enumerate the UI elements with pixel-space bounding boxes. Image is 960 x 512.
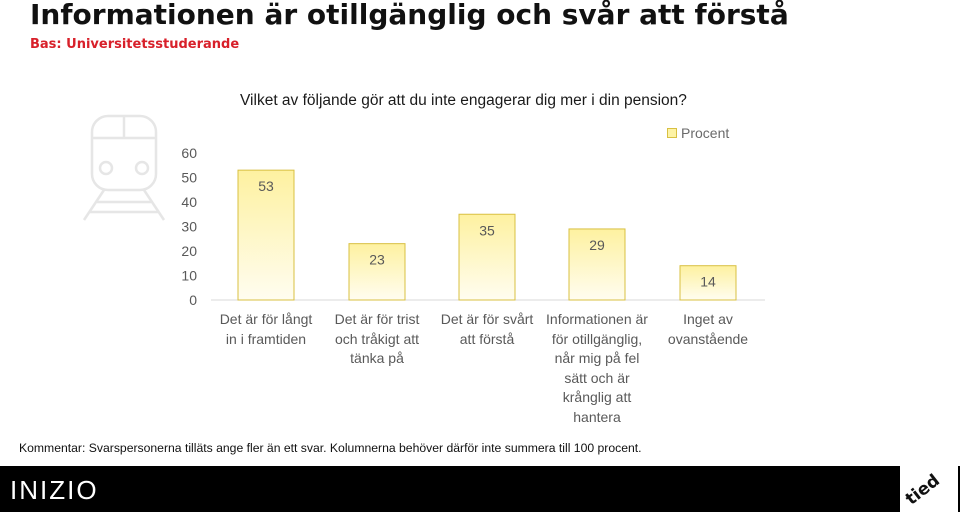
legend-label: Procent [681,125,730,141]
page-title: Informationen är otillgänglig och svår a… [30,0,789,31]
legend-swatch [667,128,677,138]
bar [348,243,406,301]
x-category-label: Inget av ovanstående [648,310,768,349]
footer-bar: INIZIO tied [0,466,960,512]
x-category-label-line: ovanstående [667,330,749,347]
x-category-label-line: Informationen är [546,311,648,327]
footnote-comment: Kommentar: Svarspersonerna tilläts ange … [19,441,642,455]
bar [568,228,626,301]
tied-logo-text: tied [901,470,944,510]
bar-value-label: 53 [258,178,274,194]
page-subtitle: Bas: Universitetsstuderande [30,37,240,52]
x-category-label: Det är för långt in i framtiden [206,310,326,349]
x-category-label-line: att förstå [459,330,515,347]
x-category-label-line: in i framtiden [225,330,307,347]
x-category-label-line: Det är för svårt [440,311,534,327]
bar [237,169,295,301]
y-tick-label: 60 [181,145,197,161]
bar [458,213,516,301]
bar-value-label: 35 [479,222,495,238]
x-category-label-line: når mig på fel [554,350,640,366]
inizio-logo: INIZIO [10,475,99,505]
x-category-label-line: sätt och är [564,369,630,386]
x-category-label-line: krånglig att [562,389,632,405]
x-category-label: Det är för trist och tråkigt att tänka på [317,310,437,369]
x-category-label-line: för otillgänglig, [551,330,643,347]
chart-legend: Procent [667,125,729,141]
train-icon [82,114,166,221]
x-category-label-line: och tråkigt att [334,330,420,347]
bar-value-label: 29 [589,237,605,253]
bar-chart: 0 10 20 30 40 50 60 53 23 35 29 14 [181,145,765,308]
x-category-label: Det är för svårt att förstå [427,310,547,349]
y-tick-label: 50 [181,170,197,186]
bar [679,265,737,301]
x-category-label-line: hantera [573,408,621,425]
bar-value-label: 14 [700,274,716,290]
y-tick-label: 0 [189,292,197,308]
x-category-label-line: Det är för trist [334,311,420,327]
x-category-label-line: tänka på [350,350,404,366]
x-category-label-line: Inget av [683,311,733,327]
x-category-label: Informationen är för otillgänglig, når mig… [537,310,657,427]
chart-title: Vilket av följande gör att du inte engag… [240,92,687,109]
x-category-label-line: Det är för långt [219,311,313,327]
tied-logo: tied [900,466,958,512]
y-tick-label: 40 [181,194,197,210]
bar-value-label: 23 [369,252,385,268]
y-tick-label: 10 [181,268,197,284]
y-tick-label: 20 [181,243,197,259]
y-tick-label: 30 [181,219,197,235]
